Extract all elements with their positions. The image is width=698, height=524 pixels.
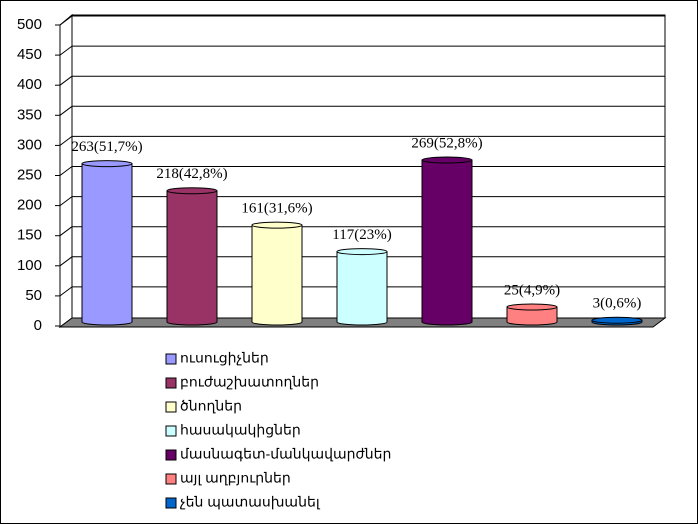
data-label: 3(0,6%) (593, 296, 642, 312)
legend-swatch (165, 401, 177, 413)
bar-part (421, 156, 473, 164)
y-tick-label: 250 (17, 166, 42, 183)
legend-label: մասնագետ-մանկավարժներ (180, 446, 391, 462)
grid-line (59, 45, 73, 56)
bar (506, 303, 558, 326)
bar-part (166, 187, 218, 195)
y-tick-label: 50 (25, 287, 42, 304)
bar (81, 160, 133, 326)
legend-label: չեն պատասխանել (180, 494, 321, 510)
grid-line (59, 75, 73, 86)
grid-line (59, 105, 73, 116)
legend-swatch (165, 473, 177, 485)
y-tick-label: 400 (17, 76, 42, 93)
data-label: 25(4,9%) (504, 282, 560, 298)
grid-line (59, 226, 73, 237)
bar (166, 187, 218, 326)
bar-part (251, 221, 303, 229)
legend-label: այլ աղբյուրներ (180, 470, 291, 486)
legend-swatch (165, 497, 177, 509)
data-label: 218(42,8%) (156, 166, 227, 182)
legend-swatch (165, 353, 177, 365)
bar (251, 221, 303, 326)
legend-swatch (165, 377, 177, 389)
bar-part (336, 251, 388, 326)
bar (591, 316, 643, 326)
y-tick-label: 0 (34, 317, 42, 334)
bar-part (251, 224, 303, 326)
bar-part (506, 306, 558, 326)
grid-line (59, 196, 73, 207)
y-tick-label: 500 (17, 16, 42, 33)
y-tick-label: 150 (17, 227, 42, 244)
bar-part (166, 190, 218, 326)
data-label: 269(52,8%) (411, 135, 482, 151)
y-tick-label: 450 (17, 46, 42, 63)
bar-part (336, 248, 388, 256)
bar-part (81, 160, 133, 168)
bar-part (81, 163, 133, 326)
grid-line (59, 15, 73, 26)
legend-label: ծնողներ (180, 398, 242, 414)
y-tick-label: 350 (17, 106, 42, 123)
bar-part (591, 316, 643, 324)
y-tick-label: 200 (17, 197, 42, 214)
legend-label: բուժաշխատողներ (180, 374, 319, 390)
legend-swatch (165, 425, 177, 437)
y-tick-label: 100 (17, 257, 42, 274)
bar-part (506, 303, 558, 311)
grid-line (59, 166, 73, 176)
bar (421, 156, 473, 326)
legend-label: հասակակիցներ (180, 422, 301, 438)
grid-line (59, 135, 73, 146)
grid-line (59, 286, 73, 297)
data-label: 263(51,7%) (71, 139, 142, 155)
y-tick-label: 300 (17, 136, 42, 153)
bar-part (421, 159, 473, 326)
legend-swatch (165, 449, 177, 461)
data-label: 161(31,6%) (241, 201, 312, 217)
data-label: 117(23%) (332, 227, 391, 243)
bar (336, 248, 388, 326)
legend-label: ուսուցիչներ (180, 350, 269, 366)
grid-line (59, 256, 73, 267)
